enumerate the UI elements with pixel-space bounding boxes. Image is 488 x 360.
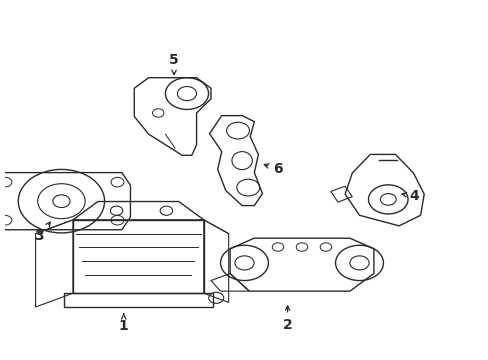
Text: 6: 6 bbox=[264, 162, 282, 176]
Text: 5: 5 bbox=[169, 53, 179, 75]
Text: 1: 1 bbox=[119, 314, 128, 333]
Text: 2: 2 bbox=[282, 306, 292, 332]
Text: 4: 4 bbox=[401, 189, 419, 203]
Text: 3: 3 bbox=[35, 222, 50, 243]
